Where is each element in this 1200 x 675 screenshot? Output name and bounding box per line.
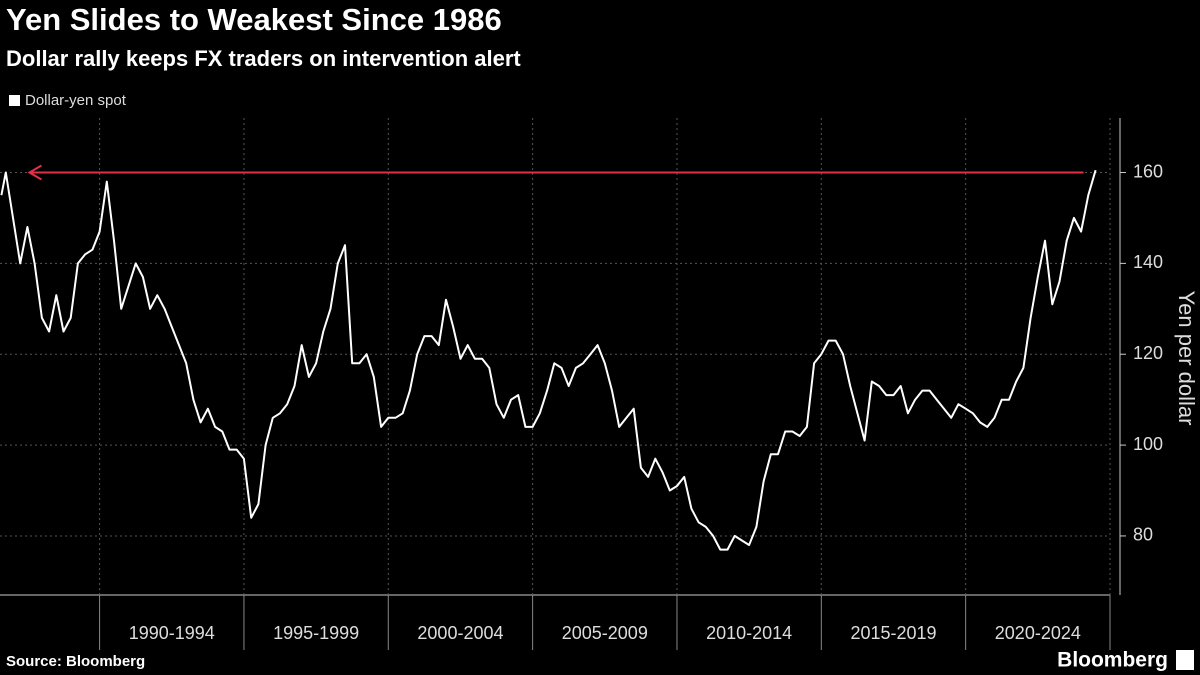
legend-swatch	[9, 95, 20, 106]
brand-icon	[1176, 650, 1194, 670]
y-tick-label: 80	[1133, 525, 1153, 545]
x-period-label: 1990-1994	[129, 623, 215, 643]
y-tick-label: 160	[1133, 161, 1163, 181]
source: Source: Bloomberg	[6, 653, 145, 670]
chart-title: Yen Slides to Weakest Since 1986	[6, 2, 502, 37]
y-axis-title: Yen per dollar	[1174, 291, 1199, 426]
y-tick-label: 100	[1133, 434, 1163, 454]
y-tick-label: 120	[1133, 343, 1163, 363]
x-period-label: 2000-2004	[417, 623, 503, 643]
x-period-label: 1995-1999	[273, 623, 359, 643]
x-period-label: 2015-2019	[850, 623, 936, 643]
chart-subtitle: Dollar rally keeps FX traders on interve…	[6, 46, 521, 71]
x-period-label: 2010-2014	[706, 623, 792, 643]
x-period-label: 2005-2009	[562, 623, 648, 643]
brand: Bloomberg	[1057, 649, 1168, 672]
x-period-label: 2020-2024	[995, 623, 1081, 643]
arrow-head	[27, 164, 42, 181]
data-line	[0, 169, 1097, 551]
legend-label: Dollar-yen spot	[25, 92, 127, 109]
y-tick-label: 140	[1133, 252, 1163, 272]
